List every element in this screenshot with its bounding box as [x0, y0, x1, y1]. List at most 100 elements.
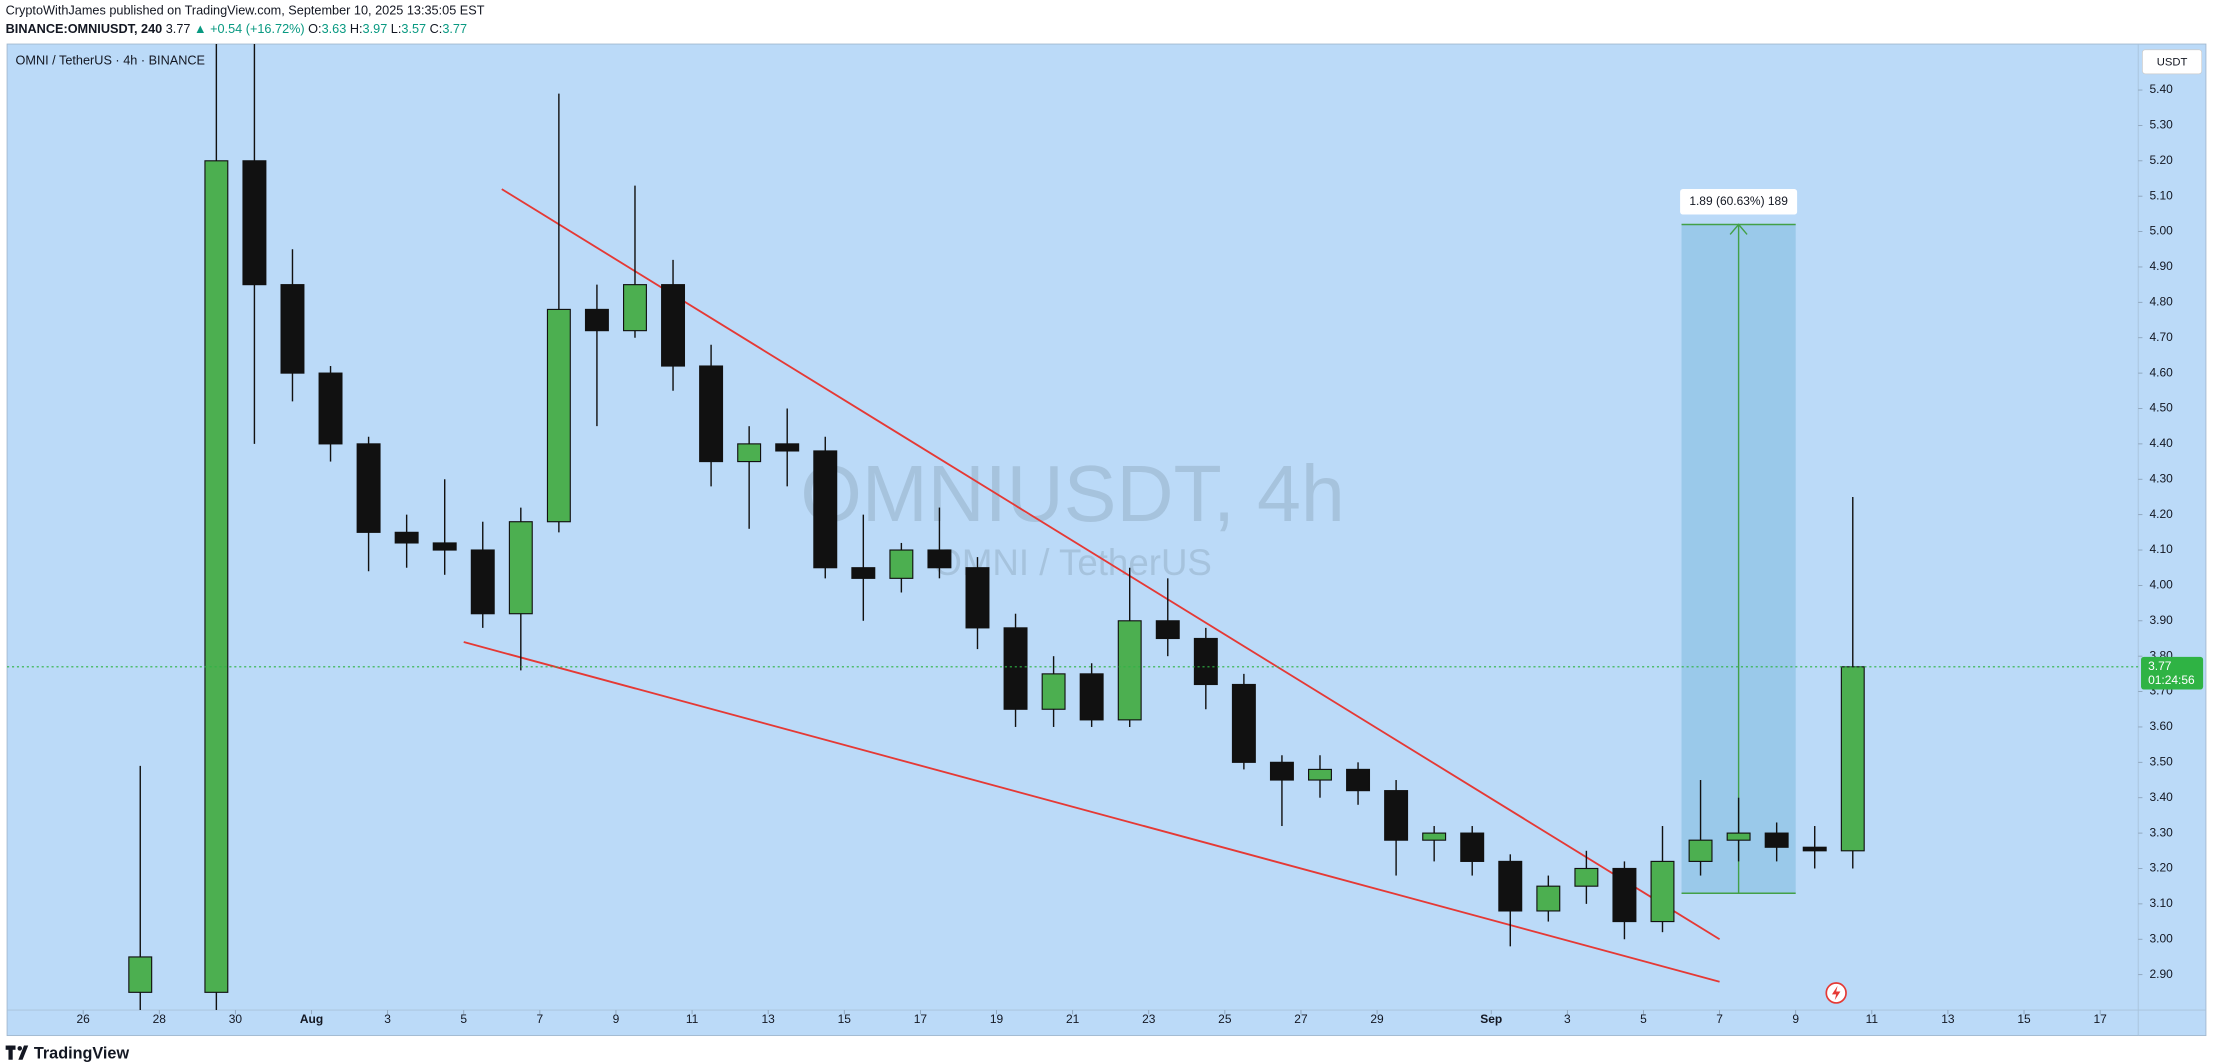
- candle-body: [927, 549, 952, 569]
- x-tick-label: 7: [537, 1012, 544, 1026]
- candle-body: [584, 308, 609, 332]
- y-tick-label: 4.20: [2149, 507, 2173, 521]
- x-tick-label: 29: [1370, 1012, 1384, 1026]
- measure-label: 1.89 (60.63%) 189: [1689, 194, 1788, 208]
- x-tick-label: 5: [460, 1012, 467, 1026]
- candle-body: [699, 365, 724, 463]
- y-tick-label: 5.00: [2149, 224, 2173, 238]
- y-tick-label: 5.20: [2149, 153, 2173, 167]
- candle-body: [661, 284, 686, 367]
- candle-body: [889, 549, 914, 579]
- y-tick-label: 4.50: [2149, 401, 2173, 415]
- candle-body: [1498, 860, 1523, 912]
- x-tick-label: 23: [1142, 1012, 1156, 1026]
- y-tick-label: 4.10: [2149, 542, 2173, 556]
- x-tick-label: 21: [1066, 1012, 1080, 1026]
- footer-brand: TradingView: [34, 1044, 130, 1062]
- y-tick-label: 4.00: [2149, 578, 2173, 592]
- candle-body: [1041, 673, 1066, 710]
- x-tick-label: 11: [1866, 1012, 1879, 1026]
- candle-body: [1612, 867, 1637, 923]
- low: 3.57: [401, 21, 426, 36]
- candle-body: [432, 542, 457, 551]
- candle-body: [546, 308, 571, 523]
- x-tick-label: 17: [914, 1012, 928, 1026]
- legend: OMNI / TetherUS · 4h · BINANCE: [16, 52, 206, 67]
- close: 3.77: [442, 21, 467, 36]
- candle-body: [1155, 620, 1180, 640]
- x-tick-label: 7: [1716, 1012, 1723, 1026]
- x-tick-label: 27: [1294, 1012, 1308, 1026]
- candle-body: [1003, 627, 1028, 710]
- candle-body: [1422, 832, 1447, 841]
- x-tick-label: Sep: [1480, 1012, 1502, 1026]
- x-tick-label: 25: [1218, 1012, 1232, 1026]
- y-tick-label: 4.70: [2149, 330, 2173, 344]
- y-tick-label: 3.40: [2149, 790, 2173, 804]
- x-tick-label: Aug: [300, 1012, 323, 1026]
- y-tick-label: 4.60: [2149, 365, 2173, 379]
- open: 3.63: [322, 21, 347, 36]
- y-tick-label: 4.90: [2149, 259, 2173, 273]
- x-tick-label: 3: [384, 1012, 391, 1026]
- x-tick-label: 11: [686, 1012, 699, 1026]
- x-tick-label: 30: [229, 1012, 243, 1026]
- y-tick-label: 3.50: [2149, 754, 2173, 768]
- measure-arrow-head: [1729, 223, 1748, 235]
- x-tick-label: 3: [1564, 1012, 1571, 1026]
- x-tick-label: 17: [2093, 1012, 2107, 1026]
- candle-body: [1726, 832, 1751, 841]
- candle-body: [1536, 885, 1561, 912]
- candle-body: [851, 567, 876, 579]
- symbol: BINANCE:OMNIUSDT, 240: [6, 21, 163, 36]
- currency[interactable]: USDT: [2157, 56, 2188, 68]
- candle-body: [508, 521, 533, 615]
- x-tick-label: 13: [1941, 1012, 1955, 1026]
- y-tick-label: 4.40: [2149, 436, 2173, 450]
- h-label: H:: [350, 21, 363, 36]
- x-tick-label: 15: [2017, 1012, 2031, 1026]
- last-price-label: 3.77: [2148, 659, 2172, 673]
- last: 3.77: [166, 21, 191, 36]
- countdown: 01:24:56: [2148, 673, 2195, 687]
- alert-icon[interactable]: [1825, 982, 1847, 1004]
- y-tick-label: 3.20: [2149, 861, 2173, 875]
- candle-body: [1346, 768, 1371, 792]
- y-tick-label: 2.90: [2149, 967, 2173, 981]
- candle-body: [623, 284, 647, 332]
- candle-body: [1840, 666, 1865, 852]
- candle-body: [280, 284, 305, 374]
- chart-background: [6, 43, 2207, 1037]
- publisher: CryptoWithJames published on TradingView…: [6, 3, 485, 18]
- currency-button[interactable]: [2142, 49, 2203, 75]
- plot-area: [128, 44, 1865, 1011]
- y-tick-label: 5.30: [2149, 118, 2173, 132]
- y-tick-label: 3.10: [2149, 896, 2173, 910]
- candle-body: [242, 160, 267, 286]
- x-tick-label: 9: [613, 1012, 620, 1026]
- high: 3.97: [363, 21, 388, 36]
- y-tick-label: 5.10: [2149, 188, 2173, 202]
- measure-label-box: [1680, 188, 1798, 215]
- x-tick-label: 9: [1792, 1012, 1799, 1026]
- o-label: O:: [308, 21, 321, 36]
- candle-body: [1079, 673, 1104, 721]
- y-tick-label: 3.90: [2149, 613, 2173, 627]
- candle-body: [1802, 846, 1827, 852]
- candle-body: [965, 567, 990, 629]
- candle-body: [356, 443, 381, 533]
- candle-body: [737, 443, 762, 463]
- candle-body: [1574, 867, 1599, 887]
- symbol-line: BINANCE:OMNIUSDT, 240 3.77 ▲ +0.54 (+16.…: [6, 21, 467, 36]
- candle-body: [1193, 637, 1218, 686]
- x-tick-label: 15: [838, 1012, 852, 1026]
- candle-body: [1688, 839, 1713, 862]
- y-tick-label: 3.30: [2149, 825, 2173, 839]
- candle-body: [1384, 790, 1409, 841]
- candle-body: [1764, 832, 1789, 848]
- x-tick-label: 28: [153, 1012, 167, 1026]
- y-tick-label: 4.80: [2149, 294, 2173, 308]
- candle-body: [1269, 761, 1294, 781]
